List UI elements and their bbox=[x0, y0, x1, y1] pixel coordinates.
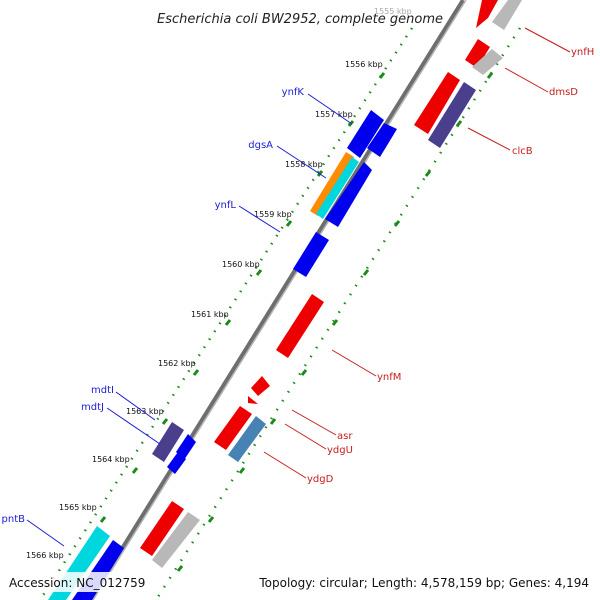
kbp-label: 1564 kbp bbox=[92, 455, 130, 464]
kbp-label: 1560 kbp bbox=[222, 260, 260, 269]
gene-label-clcB[interactable]: clcB bbox=[512, 146, 533, 157]
gene-arrow-dmsD[interactable] bbox=[465, 39, 490, 68]
gene-label-ynfH[interactable]: ynfH bbox=[571, 47, 594, 58]
gene-label-mdtJ[interactable]: mdtJ bbox=[81, 402, 104, 413]
accession-label: Accession: NC_012759 bbox=[9, 576, 145, 590]
gene-arrow-dmsD-pseudo[interactable] bbox=[472, 49, 503, 75]
major-ticks-right bbox=[176, 72, 494, 572]
kbp-label: 1559 kbp bbox=[254, 210, 292, 219]
gene-arrow-ynfH[interactable] bbox=[476, 0, 498, 28]
gene-arrow-ynfL[interactable] bbox=[293, 232, 329, 277]
gene-arrow-clcB-purple[interactable] bbox=[428, 82, 476, 148]
gene-arrow-ynfL-upper[interactable] bbox=[325, 162, 372, 227]
gene-label-ydgD[interactable]: ydgD bbox=[307, 474, 334, 485]
gene-label-dmsD[interactable]: dmsD bbox=[549, 87, 578, 98]
gene-label-ynfM[interactable]: ynfM bbox=[377, 372, 401, 383]
gene-arrow-mdtJ-2[interactable] bbox=[167, 452, 186, 474]
footer-right-bg bbox=[255, 572, 600, 592]
map-title: Escherichia coli BW2952, complete genome bbox=[157, 12, 443, 27]
gene-label-ydgU[interactable]: ydgU bbox=[327, 445, 353, 456]
gene-arrow-clcB[interactable] bbox=[414, 72, 460, 134]
genome-backbone bbox=[88, 0, 465, 600]
kbp-label: 1566 kbp bbox=[26, 551, 64, 560]
gene-label-asr[interactable]: asr bbox=[337, 431, 353, 442]
kbp-label: 1557 kbp bbox=[315, 110, 353, 119]
label-leaders-right bbox=[263, 27, 571, 479]
gene-label-pntB[interactable]: pntB bbox=[2, 514, 26, 525]
gene-arrow-ynfK-2[interactable] bbox=[367, 123, 397, 157]
gene-arrow-ynfH-pseudo[interactable] bbox=[492, 0, 522, 30]
gene-arrow-dgsA-cyan[interactable] bbox=[316, 157, 359, 219]
kbp-label: 1562 kbp bbox=[158, 359, 196, 368]
footer-left-bg bbox=[0, 572, 150, 592]
gene-arrow-ynfK-1[interactable] bbox=[347, 110, 384, 158]
reverse-strand-features bbox=[140, 0, 522, 568]
kbp-labels: 1555 kbp 1556 kbp 1557 kbp 1558 kbp 1559… bbox=[26, 7, 412, 560]
gene-arrow-ydgD[interactable] bbox=[228, 416, 266, 462]
gene-arrow-ynfM[interactable] bbox=[276, 294, 324, 358]
gene-arrow-mdtI[interactable] bbox=[152, 422, 184, 462]
gene-arrow-mdtJ-1[interactable] bbox=[176, 434, 196, 460]
gene-arrow-bottom-2[interactable] bbox=[152, 512, 200, 568]
forward-strand-features bbox=[48, 110, 397, 600]
genome-backbone-shadow bbox=[92, 0, 467, 600]
gene-arrow-dgsA[interactable] bbox=[310, 152, 354, 216]
gene-label-mdtI[interactable]: mdtI bbox=[91, 385, 114, 396]
gene-labels-left: ynfK dgsA ynfL mdtI mdtJ pntB bbox=[2, 87, 305, 525]
topology-summary: Topology: circular; Length: 4,578,159 bp… bbox=[258, 576, 589, 590]
gene-arrow-asr-small[interactable] bbox=[248, 396, 258, 404]
gene-arrow-ydgU[interactable] bbox=[214, 406, 252, 450]
gene-label-dgsA[interactable]: dgsA bbox=[248, 140, 273, 151]
kbp-label: 1563 kbp bbox=[126, 407, 164, 416]
kbp-label: 1561 kbp bbox=[191, 310, 229, 319]
kbp-label-fragment: 1555 kbp bbox=[374, 7, 412, 16]
kbp-label: 1565 kbp bbox=[59, 503, 97, 512]
kbp-label: 1556 kbp bbox=[345, 60, 383, 69]
gene-arrow-bottom-1[interactable] bbox=[140, 501, 184, 556]
label-leaders-left bbox=[26, 93, 353, 547]
gene-label-ynfL[interactable]: ynfL bbox=[215, 200, 237, 211]
kbp-label: 1558 kbp bbox=[285, 160, 323, 169]
gene-arrow-asr[interactable] bbox=[251, 376, 270, 396]
gene-label-ynfK[interactable]: ynfK bbox=[282, 87, 305, 98]
gene-labels-right: ynfH dmsD clcB ynfM asr ydgU ydgD bbox=[307, 47, 594, 485]
